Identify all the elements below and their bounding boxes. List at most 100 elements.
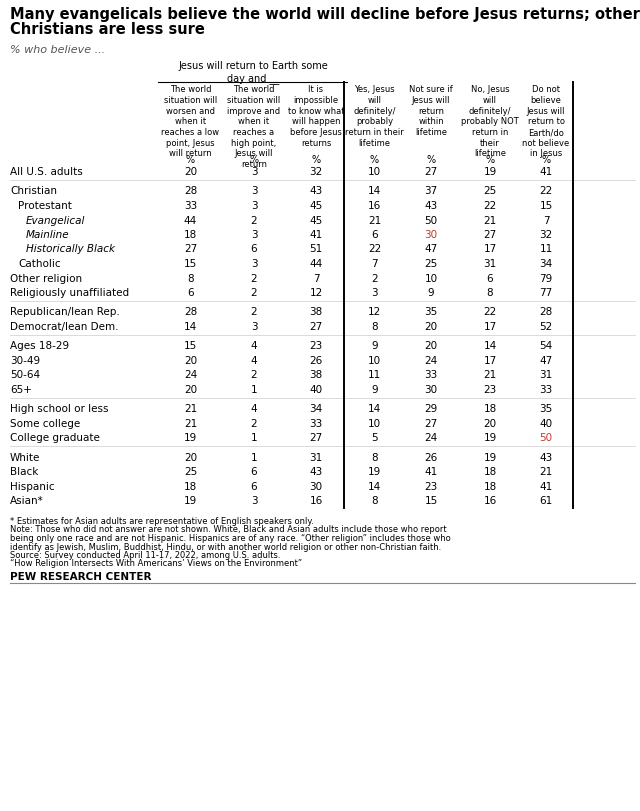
Text: Yes, Jesus
will
definitely/
probably
return in their
lifetime: Yes, Jesus will definitely/ probably ret… (345, 85, 404, 148)
Text: 9: 9 (371, 341, 378, 351)
Text: 47: 47 (540, 355, 552, 366)
Text: Hispanic: Hispanic (10, 482, 54, 491)
Text: 21: 21 (540, 467, 552, 477)
Text: %: % (426, 155, 436, 165)
Text: Note: Those who did not answer are not shown. White, Black and Asian adults incl: Note: Those who did not answer are not s… (10, 525, 447, 534)
Text: 2: 2 (371, 273, 378, 283)
Text: 25: 25 (184, 467, 197, 477)
Text: 35: 35 (540, 404, 552, 414)
Text: 20: 20 (184, 384, 197, 394)
Text: 3: 3 (251, 167, 257, 177)
Text: 17: 17 (483, 244, 497, 254)
Text: 20: 20 (483, 418, 497, 428)
Text: Catholic: Catholic (18, 259, 61, 268)
Text: 11: 11 (540, 244, 552, 254)
Text: 43: 43 (309, 187, 323, 196)
Text: 8: 8 (486, 288, 493, 298)
Text: 6: 6 (187, 288, 194, 298)
Text: 22: 22 (540, 187, 552, 196)
Text: Protestant: Protestant (18, 201, 72, 211)
Text: 6: 6 (251, 482, 257, 491)
Text: 27: 27 (424, 418, 438, 428)
Text: 33: 33 (424, 370, 438, 380)
Text: 40: 40 (540, 418, 552, 428)
Text: 20: 20 (184, 167, 197, 177)
Text: 19: 19 (483, 453, 497, 462)
Text: All U.S. adults: All U.S. adults (10, 167, 83, 177)
Text: 45: 45 (309, 201, 323, 211)
Text: 3: 3 (251, 322, 257, 332)
Text: 30: 30 (424, 384, 438, 394)
Text: 3: 3 (371, 288, 378, 298)
Text: 30: 30 (424, 230, 438, 240)
Text: 34: 34 (309, 404, 323, 414)
Text: %: % (186, 155, 195, 165)
Text: 14: 14 (483, 341, 497, 351)
Text: 11: 11 (368, 370, 381, 380)
Text: 15: 15 (184, 341, 197, 351)
Text: College graduate: College graduate (10, 433, 100, 443)
Text: 7: 7 (313, 273, 319, 283)
Text: 47: 47 (424, 244, 438, 254)
Text: 27: 27 (424, 167, 438, 177)
Text: 28: 28 (184, 187, 197, 196)
Text: Many evangelicals believe the world will decline before Jesus returns; other: Many evangelicals believe the world will… (10, 7, 640, 22)
Text: 45: 45 (309, 215, 323, 225)
Text: Mainline: Mainline (26, 230, 70, 240)
Text: 43: 43 (424, 201, 438, 211)
Text: 2: 2 (251, 273, 257, 283)
Text: 22: 22 (483, 307, 497, 317)
Text: 54: 54 (540, 341, 552, 351)
Text: Asian*: Asian* (10, 496, 44, 506)
Text: %: % (312, 155, 321, 165)
Text: 33: 33 (309, 418, 323, 428)
Text: 20: 20 (424, 322, 438, 332)
Text: 19: 19 (184, 496, 197, 506)
Text: %: % (485, 155, 495, 165)
Text: being only one race and are not Hispanic. Hispanics are of any race. “Other reli: being only one race and are not Hispanic… (10, 534, 451, 543)
Text: 50: 50 (540, 433, 552, 443)
Text: 7: 7 (543, 215, 549, 225)
Text: Other religion: Other religion (10, 273, 82, 283)
Text: 79: 79 (540, 273, 552, 283)
Text: 33: 33 (184, 201, 197, 211)
Text: 14: 14 (184, 322, 197, 332)
Text: * Estimates for Asian adults are representative of English speakers only.: * Estimates for Asian adults are represe… (10, 517, 314, 526)
Text: 37: 37 (424, 187, 438, 196)
Text: 22: 22 (483, 201, 497, 211)
Text: 19: 19 (483, 433, 497, 443)
Text: 21: 21 (184, 418, 197, 428)
Text: 23: 23 (483, 384, 497, 394)
Text: 3: 3 (251, 187, 257, 196)
Text: Source: Survey conducted April 11-17, 2022, among U.S. adults.: Source: Survey conducted April 11-17, 20… (10, 551, 280, 560)
Text: 43: 43 (309, 467, 323, 477)
Text: PEW RESEARCH CENTER: PEW RESEARCH CENTER (10, 571, 152, 581)
Text: 44: 44 (184, 215, 197, 225)
Text: 2: 2 (251, 215, 257, 225)
Text: 77: 77 (540, 288, 552, 298)
Text: 22: 22 (368, 244, 381, 254)
Text: No, Jesus
will
definitely/
probably NOT
return in
their
lifetime: No, Jesus will definitely/ probably NOT … (461, 85, 519, 158)
Text: 7: 7 (371, 259, 378, 268)
Text: 6: 6 (371, 230, 378, 240)
Text: 25: 25 (483, 187, 497, 196)
Text: “How Religion Intersects With Americans’ Views on the Environment”: “How Religion Intersects With Americans’… (10, 559, 302, 568)
Text: 41: 41 (309, 230, 323, 240)
Text: Ages 18-29: Ages 18-29 (10, 341, 69, 351)
Text: 50-64: 50-64 (10, 370, 40, 380)
Text: identify as Jewish, Muslim, Buddhist, Hindu, or with another world religion or o: identify as Jewish, Muslim, Buddhist, Hi… (10, 542, 441, 551)
Text: 27: 27 (483, 230, 497, 240)
Text: 4: 4 (251, 341, 257, 351)
Text: 5: 5 (371, 433, 378, 443)
Text: 6: 6 (251, 244, 257, 254)
Text: 19: 19 (368, 467, 381, 477)
Text: 26: 26 (424, 453, 438, 462)
Text: Some college: Some college (10, 418, 80, 428)
Text: 41: 41 (424, 467, 438, 477)
Text: 4: 4 (251, 404, 257, 414)
Text: Republican/lean Rep.: Republican/lean Rep. (10, 307, 120, 317)
Text: 14: 14 (368, 187, 381, 196)
Text: 19: 19 (184, 433, 197, 443)
Text: 18: 18 (184, 230, 197, 240)
Text: 20: 20 (424, 341, 438, 351)
